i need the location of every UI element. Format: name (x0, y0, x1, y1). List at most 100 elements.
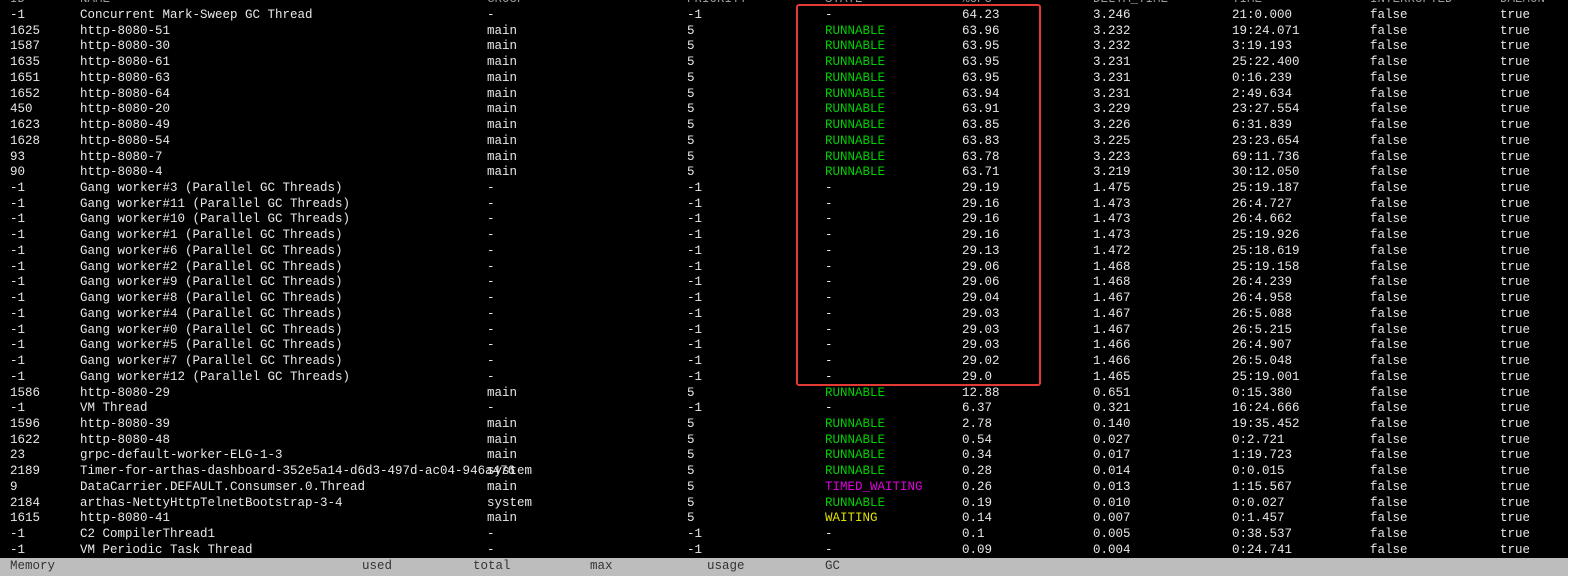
cell: 0:15.380 (1232, 385, 1293, 400)
cell: 29.16 (962, 212, 1000, 227)
column-header: PRIORITY (687, 0, 747, 6)
cell: false (1370, 86, 1408, 101)
cell: 5 (687, 464, 695, 479)
cell: true (1500, 401, 1531, 416)
cell: 1.465 (1093, 369, 1131, 384)
cell: main (487, 479, 518, 494)
cell: -1 (10, 291, 26, 306)
cell: Timer-for-arthas-dashboard-352e5a14-d6d3… (80, 464, 516, 479)
cell: false (1370, 133, 1408, 148)
cell: 6:31.839 (1232, 118, 1293, 133)
cell: false (1370, 259, 1408, 274)
cell: RUNNABLE (825, 39, 886, 54)
cell: 5 (687, 55, 695, 70)
cell: 2.78 (962, 416, 993, 431)
cell: main (487, 102, 518, 117)
cell: 5 (687, 102, 695, 117)
cell: 69:11.736 (1232, 149, 1300, 164)
cell: 29.04 (962, 291, 1000, 306)
cell: 2184 (10, 495, 41, 510)
cell: 5 (687, 165, 695, 180)
cell: false (1370, 306, 1408, 321)
cell: http-8080-29 (80, 385, 171, 400)
cell: true (1500, 464, 1531, 479)
cell: RUNNABLE (825, 165, 886, 180)
cell: 19:24.071 (1232, 23, 1300, 38)
cell: main (487, 70, 518, 85)
cell: arthas-NettyHttpTelnetBootstrap-3-4 (80, 495, 343, 510)
cell: http-8080-64 (80, 86, 171, 101)
cell: - (825, 228, 833, 243)
cell: -1 (687, 196, 703, 211)
cell: false (1370, 511, 1408, 526)
cell: 29.0 (962, 369, 993, 384)
cell: Gang worker#9 (Parallel GC Threads) (80, 275, 343, 290)
cell: 29.16 (962, 228, 1000, 243)
cell: http-8080-61 (80, 55, 171, 70)
cell: Gang worker#12 (Parallel GC Threads) (80, 369, 351, 384)
cell: Gang worker#0 (Parallel GC Threads) (80, 322, 343, 337)
cell: http-8080-54 (80, 133, 171, 148)
memory-column: GC (825, 559, 841, 573)
cell: RUNNABLE (825, 133, 886, 148)
cell: Gang worker#5 (Parallel GC Threads) (80, 338, 343, 353)
cell: -1 (687, 212, 703, 227)
cell: false (1370, 243, 1408, 258)
cell: true (1500, 133, 1531, 148)
cell: http-8080-63 (80, 70, 171, 85)
cell: true (1500, 291, 1531, 306)
cell: false (1370, 542, 1408, 557)
cell: 1.467 (1093, 291, 1131, 306)
cell: -1 (687, 8, 703, 22)
cell: -1 (10, 401, 26, 416)
cell: true (1500, 448, 1531, 463)
cell: 3.225 (1093, 133, 1131, 148)
cell: 26:4.662 (1232, 212, 1293, 227)
cell: true (1500, 495, 1531, 510)
cell: 9 (10, 479, 18, 494)
cell: 1622 (10, 432, 41, 447)
cell: true (1500, 542, 1531, 557)
cell: http-8080-7 (80, 149, 163, 164)
cell: 0.017 (1093, 448, 1131, 463)
cell: - (487, 228, 495, 243)
cell: - (825, 181, 833, 196)
cell: false (1370, 495, 1408, 510)
cell: false (1370, 102, 1408, 117)
memory-column: max (590, 559, 613, 573)
cell: - (487, 291, 495, 306)
cell: 25:19.187 (1232, 181, 1300, 196)
cell: true (1500, 86, 1531, 101)
highlight-box (796, 4, 1041, 386)
cell: Gang worker#6 (Parallel GC Threads) (80, 243, 343, 258)
cell: -1 (687, 322, 703, 337)
cell: Gang worker#8 (Parallel GC Threads) (80, 291, 343, 306)
cell: RUNNABLE (825, 23, 886, 38)
cell: false (1370, 448, 1408, 463)
cell: http-8080-30 (80, 39, 171, 54)
cell: 0.651 (1093, 385, 1131, 400)
cell: 25:19.001 (1232, 369, 1300, 384)
cell: 1:19.723 (1232, 448, 1293, 463)
cell: - (825, 291, 833, 306)
cell: 6.37 (962, 401, 993, 416)
cell: 23:27.554 (1232, 102, 1300, 117)
cell: 5 (687, 511, 695, 526)
cell: -1 (10, 181, 26, 196)
cell: 29.06 (962, 275, 1000, 290)
cell: 0.28 (962, 464, 993, 479)
cell: http-8080-39 (80, 416, 171, 431)
cell: DataCarrier.DEFAULT.Consumser.0.Thread (80, 479, 366, 494)
cell: 1.468 (1093, 275, 1131, 290)
cell: - (487, 354, 495, 369)
cell: 1635 (10, 55, 41, 70)
cell: true (1500, 369, 1531, 384)
cell: false (1370, 354, 1408, 369)
column-header: STATE (825, 0, 863, 6)
cell: 0.014 (1093, 464, 1131, 479)
cell: 450 (10, 102, 33, 117)
cell: main (487, 149, 518, 164)
cell: 16:24.666 (1232, 401, 1300, 416)
cell: false (1370, 432, 1408, 447)
cell: true (1500, 165, 1531, 180)
